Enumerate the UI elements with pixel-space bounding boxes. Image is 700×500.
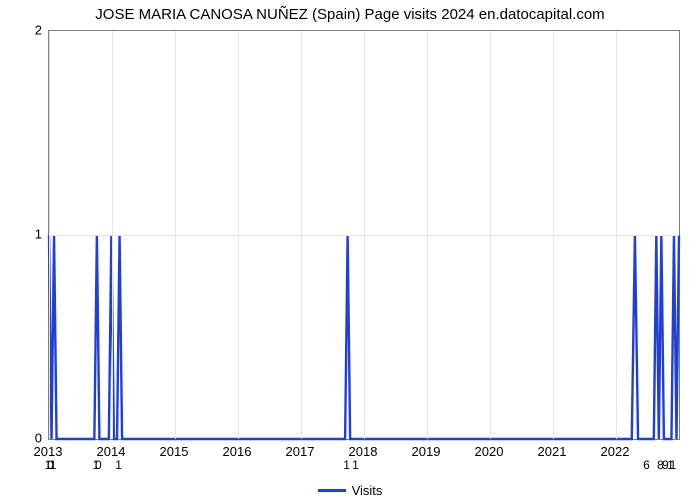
x-tick-label: 2014 — [97, 444, 126, 459]
x-tick-label: 2018 — [349, 444, 378, 459]
chart-container: JOSE MARIA CANOSA NUÑEZ (Spain) Page vis… — [0, 0, 700, 500]
x-tick-label: 2015 — [160, 444, 189, 459]
data-point-label: 1 — [352, 458, 359, 472]
x-tick-label: 2020 — [475, 444, 504, 459]
data-point-label: 0 — [95, 458, 102, 472]
legend-swatch — [318, 489, 346, 492]
x-tick-label: 2022 — [601, 444, 630, 459]
data-point-label: 1 — [115, 458, 122, 472]
y-tick-label: 1 — [12, 227, 42, 242]
chart-title: JOSE MARIA CANOSA NUÑEZ (Spain) Page vis… — [0, 6, 700, 23]
x-tick-label: 2016 — [223, 444, 252, 459]
legend-label: Visits — [352, 483, 383, 498]
y-tick-label: 0 — [12, 431, 42, 446]
legend: Visits — [0, 482, 700, 498]
data-point-label: 1 — [50, 458, 57, 472]
data-point-label: 6 — [643, 458, 650, 472]
x-tick-label: 2013 — [34, 444, 63, 459]
x-tick-label: 2021 — [538, 444, 567, 459]
y-tick-label: 2 — [12, 23, 42, 38]
x-tick-label: 2019 — [412, 444, 441, 459]
gridline-horizontal — [49, 235, 679, 236]
data-point-label: 1 — [670, 458, 677, 472]
x-tick-label: 2017 — [286, 444, 315, 459]
plot-area — [48, 30, 680, 440]
data-point-label: 1 — [343, 458, 350, 472]
